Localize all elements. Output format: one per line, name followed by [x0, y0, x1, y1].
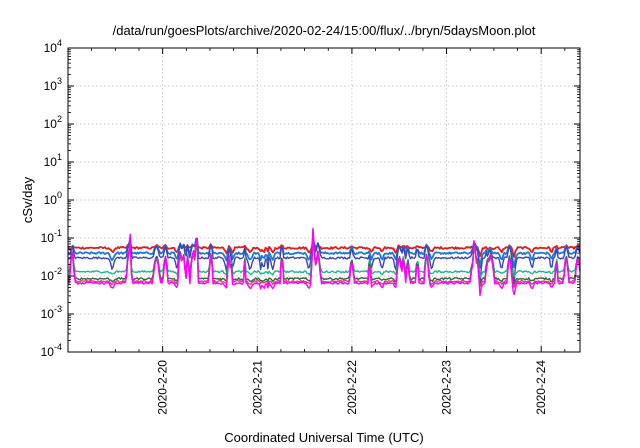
series-line [67, 235, 581, 269]
y-tick-label: 10-2 [41, 266, 62, 283]
chart-title: /data/run/goesPlots/archive/2020-02-24/1… [113, 23, 536, 38]
series-line [67, 230, 581, 285]
grid [68, 48, 580, 352]
x-axis-label: Coordinated Universal Time (UTC) [224, 430, 423, 445]
y-tick-label: 104 [44, 38, 62, 55]
y-axis-label: cSv/day [20, 176, 35, 223]
x-tick-label: 2020-2-24 [534, 360, 548, 415]
y-tick-label: 10-1 [41, 228, 62, 245]
y-tick-label: 102 [44, 114, 62, 131]
y-tick-label: 100 [44, 190, 62, 207]
y-tick-label: 10-4 [41, 342, 62, 359]
x-tick-label: 2020-2-22 [345, 360, 359, 415]
y-tick-label: 101 [44, 152, 62, 169]
y-tick-label: 103 [44, 76, 62, 93]
x-tick-label: 2020-2-21 [250, 360, 264, 415]
x-tick-label: 2020-2-23 [440, 360, 454, 415]
y-axis-ticks: 10-4 10-3 10-2 10-1 100 101 102 103 104 [41, 38, 580, 359]
x-axis-ticks: 2020-2-20 2020-2-21 2020-2-22 2020-2-23 2020… [91, 48, 566, 415]
x-tick-label: 2020-2-20 [156, 360, 170, 415]
series-line [67, 240, 581, 258]
series-line [68, 227, 581, 297]
series-layer [67, 227, 581, 297]
y-tick-label: 10-3 [41, 304, 62, 321]
